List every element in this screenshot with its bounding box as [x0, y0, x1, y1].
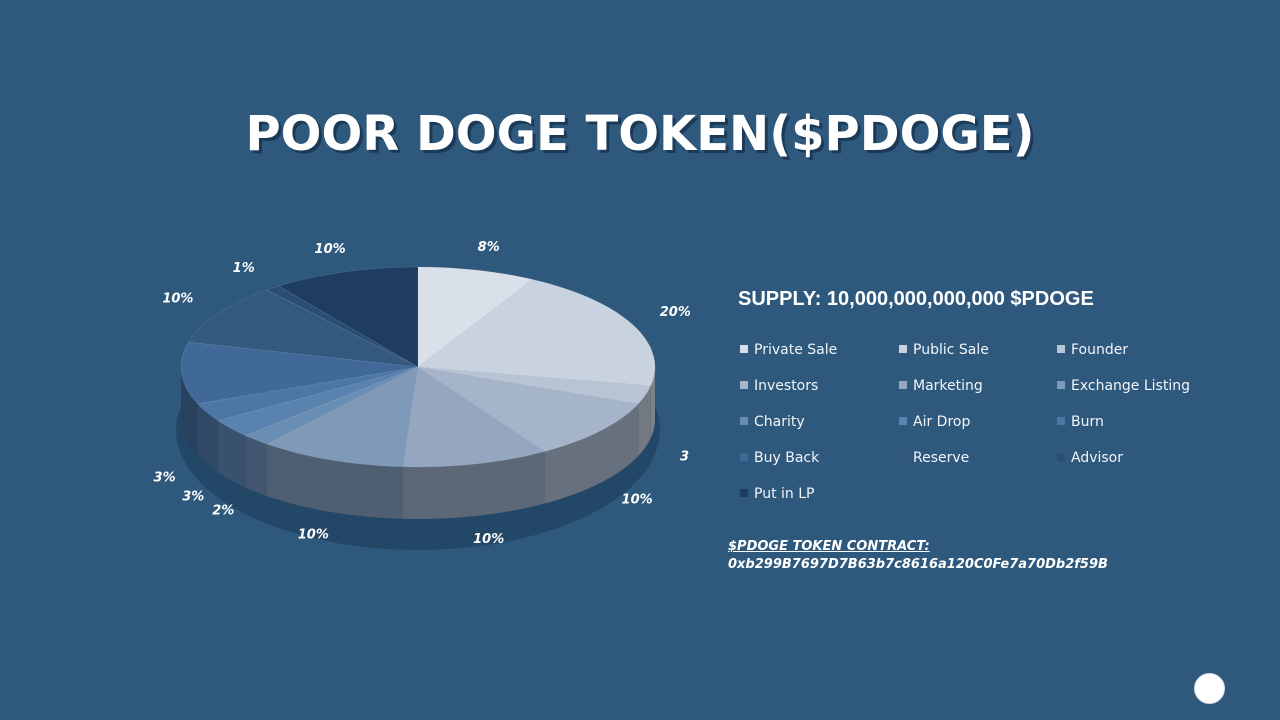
pie-slice-side	[181, 367, 198, 456]
legend-item: Exchange Listing	[1057, 378, 1190, 394]
legend-label: Founder	[1071, 342, 1129, 358]
pie-slice-side	[638, 385, 651, 456]
pie-slice-side	[197, 403, 218, 473]
legend-swatch	[740, 345, 748, 353]
pie-slice-side	[650, 367, 655, 438]
pie-data-label: 10%	[162, 292, 193, 307]
legend-item: Charity	[740, 414, 805, 430]
legend-item: Put in LP	[740, 486, 814, 502]
legend-item: Investors	[740, 378, 818, 394]
legend-item: Reserve	[899, 450, 969, 466]
pie-slice	[417, 366, 640, 452]
legend-item: Founder	[1057, 342, 1128, 358]
legend-label: Investors	[754, 378, 819, 394]
legend-label: Marketing	[913, 378, 983, 394]
slide-nav-button[interactable]	[1194, 673, 1225, 704]
legend-swatch	[740, 489, 748, 497]
legend-label: Buy Back	[754, 450, 820, 466]
page-title: POOR DOGE TOKEN($PDOGE)	[245, 106, 1035, 162]
pie-data-label: 3%	[182, 490, 204, 505]
pie-slice	[187, 289, 419, 368]
legend-swatch	[740, 381, 748, 389]
legend-swatch	[899, 417, 907, 425]
pie-data-label: 10%	[622, 493, 653, 508]
legend-label: Reserve	[913, 450, 970, 466]
pie-data-label: 8%	[478, 240, 500, 255]
legend-label: Private Sale	[754, 342, 838, 358]
legend-swatch	[1057, 417, 1065, 425]
legend-swatch	[899, 453, 907, 461]
pie-slice	[417, 266, 533, 368]
legend-label: Charity	[754, 414, 805, 430]
pie-slice-side	[245, 435, 267, 497]
pie-data-label: 3%	[154, 471, 176, 486]
pie-data-label: 10%	[298, 528, 329, 543]
pie-slice-side	[266, 444, 404, 519]
pie-slice	[277, 266, 419, 368]
pie-data-label: 10%	[315, 242, 346, 257]
pie-slice-side	[545, 403, 639, 504]
pie-data-label: 3%	[680, 450, 690, 465]
legend-item: Marketing	[899, 378, 983, 394]
legend-swatch	[740, 453, 748, 461]
legend-label: Exchange Listing	[1071, 378, 1190, 394]
pie-chart: 8%20%3%10%10%10%2%3%3%10%10%1%10%	[154, 240, 690, 550]
contract-label: $PDOGE TOKEN CONTRACT:	[728, 539, 930, 554]
contract-address[interactable]: 0xb299B7697D7B63b7c8616a120C0Fe7a70Db2f5…	[728, 557, 1108, 572]
pie-slice-side	[403, 451, 545, 519]
legend-item: Advisor	[1057, 450, 1123, 466]
legend-label: Public Sale	[913, 342, 989, 358]
legend-item: Burn	[1057, 414, 1104, 430]
legend-item: Private Sale	[740, 342, 837, 358]
legend-item: Public Sale	[899, 342, 989, 358]
legend-label: Air Drop	[913, 414, 971, 430]
pie-slice	[402, 366, 546, 468]
pie-data-label: 10%	[473, 532, 504, 547]
legend-label: Advisor	[1071, 450, 1124, 466]
legend-swatch	[899, 345, 907, 353]
pie-slice	[266, 366, 419, 468]
contract-info: $PDOGE TOKEN CONTRACT: 0xb299B7697D7B63b…	[728, 538, 1108, 574]
legend-swatch	[899, 381, 907, 389]
legend-item: Buy Back	[740, 450, 819, 466]
pie-data-label: 20%	[660, 305, 690, 320]
legend-label: Put in LP	[754, 486, 815, 502]
legend-item: Air Drop	[899, 414, 970, 430]
legend-swatch	[1057, 345, 1065, 353]
supply-text: SUPPLY: 10,000,000,000,000 $PDOGE	[738, 288, 1094, 310]
legend-swatch	[740, 417, 748, 425]
pie-slice	[180, 341, 419, 405]
pie-data-label: 1%	[233, 261, 255, 276]
pie-slice	[417, 279, 656, 387]
legend-swatch	[1057, 453, 1065, 461]
legend-label: Burn	[1071, 414, 1104, 430]
legend-swatch	[1057, 381, 1065, 389]
pie-data-label: 2%	[212, 504, 234, 519]
pie-slice-side	[217, 420, 246, 488]
